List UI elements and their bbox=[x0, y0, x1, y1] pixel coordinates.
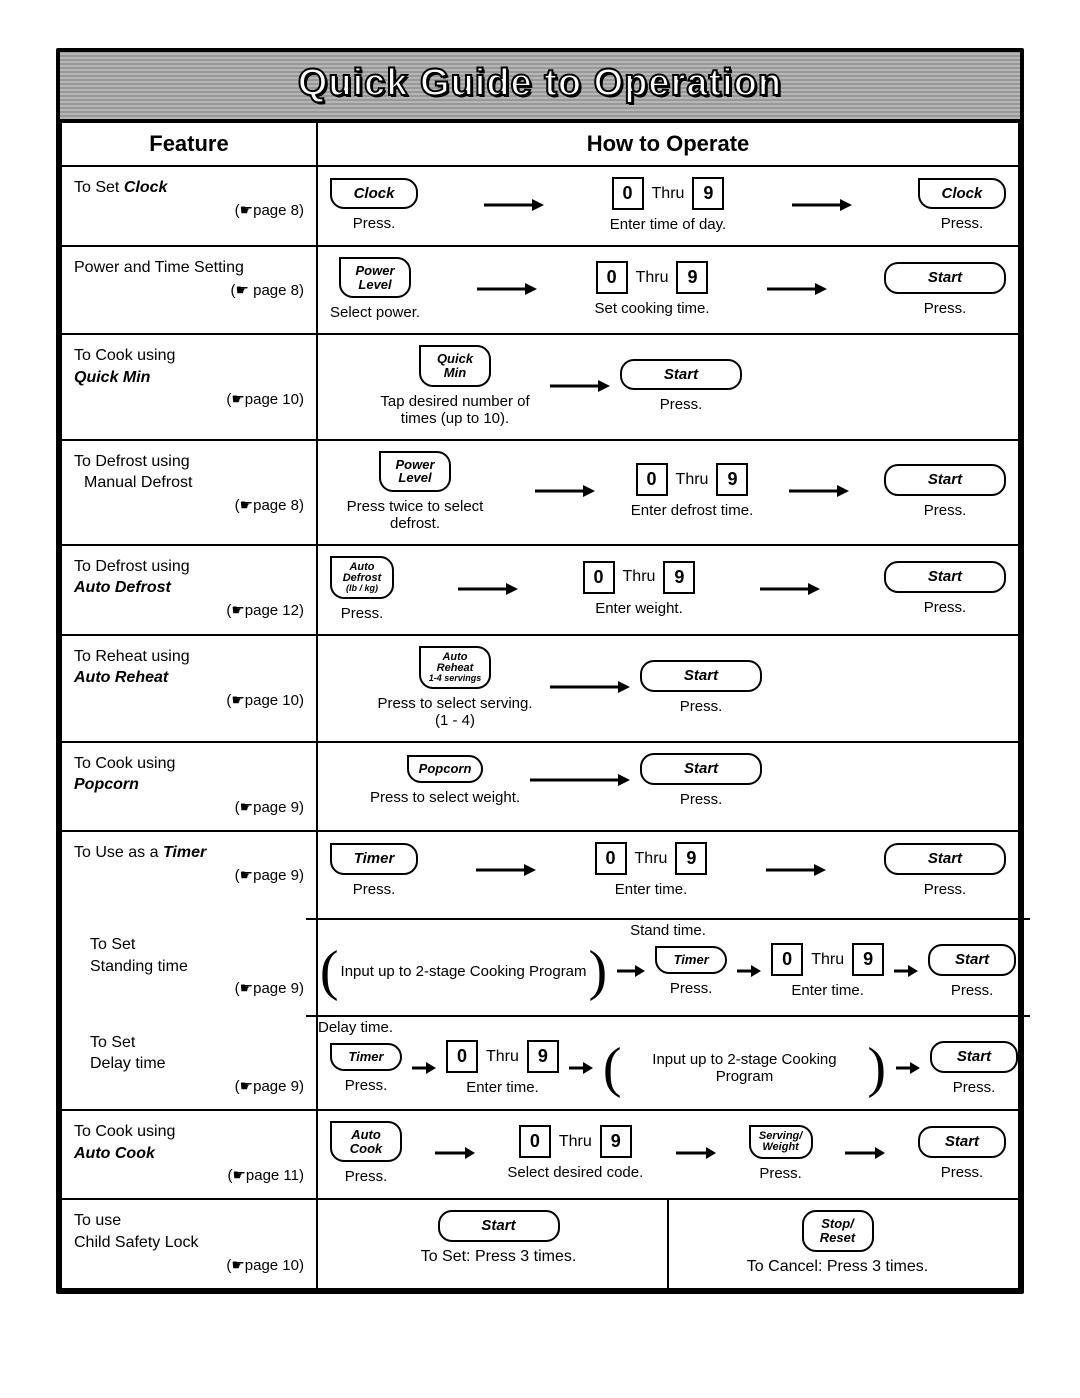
arrow-icon bbox=[477, 282, 537, 296]
header-howto: How to Operate bbox=[317, 122, 1019, 166]
guide-frame: Quick Guide to Operation Feature How to … bbox=[56, 48, 1024, 1294]
digit-range: 0 Thru 9 bbox=[612, 177, 725, 210]
ops-clock: Clock Press. 0 Thru 9 Enter time of day. bbox=[330, 177, 1006, 233]
feature-child-lock: To use Child Safety Lock (☛page 10) bbox=[74, 1210, 304, 1275]
start-button[interactable]: Start bbox=[884, 561, 1006, 593]
arrow-icon bbox=[792, 198, 852, 212]
timer-button[interactable]: Timer bbox=[330, 843, 418, 875]
feature-auto-defrost: To Defrost using Auto Defrost (☛page 12) bbox=[74, 556, 304, 621]
auto-defrost-button[interactable]: Auto Defrost (lb / kg) bbox=[330, 556, 394, 599]
title-bar: Quick Guide to Operation bbox=[60, 52, 1020, 121]
feature-clock: To Set Clock (☛page 8) bbox=[74, 177, 304, 221]
arrow-icon bbox=[766, 863, 826, 877]
arrow-icon bbox=[894, 964, 918, 978]
start-button[interactable]: Start bbox=[640, 753, 762, 785]
feature-quick-min: To Cook using Quick Min (☛page 10) bbox=[74, 345, 304, 410]
digit-9[interactable]: 9 bbox=[692, 177, 724, 210]
arrow-icon bbox=[767, 282, 827, 296]
clock-button[interactable]: Clock bbox=[918, 178, 1006, 210]
start-button[interactable]: Start bbox=[930, 1041, 1018, 1073]
auto-reheat-button[interactable]: Auto Reheat 1-4 servings bbox=[419, 646, 492, 689]
arrow-icon bbox=[530, 773, 630, 787]
arrow-icon bbox=[789, 484, 849, 498]
start-button[interactable]: Start bbox=[884, 464, 1006, 496]
arrow-icon bbox=[550, 379, 610, 393]
feature-auto-cook: To Cook using Auto Cook (☛page 11) bbox=[74, 1121, 304, 1186]
start-button[interactable]: Start bbox=[884, 843, 1006, 875]
start-button[interactable]: Start bbox=[640, 660, 762, 692]
header-feature: Feature bbox=[61, 122, 317, 166]
title-text: Quick Guide to Operation bbox=[298, 62, 782, 104]
arrow-icon bbox=[476, 863, 536, 877]
start-button[interactable]: Start bbox=[884, 262, 1006, 294]
feature-auto-reheat: To Reheat using Auto Reheat (☛page 10) bbox=[74, 646, 304, 711]
start-button[interactable]: Start bbox=[438, 1210, 560, 1242]
power-level-button[interactable]: Power Level bbox=[339, 257, 411, 298]
arrow-icon bbox=[484, 198, 544, 212]
cooking-program-group: ( Input up to 2-stage Cooking Program ) bbox=[320, 952, 607, 991]
stop-reset-button[interactable]: Stop/ Reset bbox=[802, 1210, 874, 1251]
quick-min-button[interactable]: Quick Min bbox=[419, 345, 491, 386]
start-button[interactable]: Start bbox=[918, 1126, 1006, 1158]
arrow-icon bbox=[617, 964, 645, 978]
timer-button[interactable]: Timer bbox=[330, 1043, 402, 1071]
arrow-icon bbox=[550, 680, 630, 694]
arrow-icon bbox=[760, 582, 820, 596]
arrow-icon bbox=[569, 1061, 593, 1075]
clock-button[interactable]: Clock bbox=[330, 178, 418, 210]
cooking-program-group: ( Input up to 2-stage Cooking Program ) bbox=[603, 1049, 886, 1088]
arrow-icon bbox=[412, 1061, 436, 1075]
arrow-icon bbox=[535, 484, 595, 498]
stand-time-section: Stand time. ( Input up to 2-stage Cookin… bbox=[306, 918, 1030, 1003]
digit-0[interactable]: 0 bbox=[612, 177, 644, 210]
start-button[interactable]: Start bbox=[620, 359, 742, 391]
feature-timer: To Use as a Timer (☛page 9) bbox=[74, 842, 304, 886]
feature-standing-time: To Set Standing time (☛page 9) bbox=[74, 934, 304, 999]
serving-weight-button[interactable]: Serving/ Weight bbox=[749, 1125, 813, 1159]
power-level-button[interactable]: Power Level bbox=[379, 451, 451, 492]
popcorn-button[interactable]: Popcorn bbox=[407, 755, 484, 783]
feature-popcorn: To Cook using Popcorn (☛page 9) bbox=[74, 753, 304, 818]
arrow-icon bbox=[458, 582, 518, 596]
arrow-icon bbox=[676, 1146, 716, 1160]
feature-delay-time: To Set Delay time (☛page 9) bbox=[74, 1032, 304, 1097]
timer-button[interactable]: Timer bbox=[655, 946, 727, 974]
arrow-icon bbox=[737, 964, 761, 978]
arrow-icon bbox=[896, 1061, 920, 1075]
page: Quick Guide to Operation Feature How to … bbox=[0, 0, 1080, 1374]
guide-table: Feature How to Operate To Set Clock (☛pa… bbox=[60, 121, 1020, 1290]
feature-manual-defrost: To Defrost using Manual Defrost (☛page 8… bbox=[74, 451, 304, 516]
delay-time-section: Delay time. Timer Press. 0 Thru bbox=[306, 1015, 1030, 1100]
arrow-icon bbox=[845, 1146, 885, 1160]
child-lock-ops: Start To Set: Press 3 times. Stop/ Reset… bbox=[330, 1210, 1006, 1275]
arrow-icon bbox=[435, 1146, 475, 1160]
auto-cook-button[interactable]: Auto Cook bbox=[330, 1121, 402, 1162]
start-button[interactable]: Start bbox=[928, 944, 1016, 976]
feature-power-time: Power and Time Setting (☛ page 8) bbox=[74, 257, 304, 301]
